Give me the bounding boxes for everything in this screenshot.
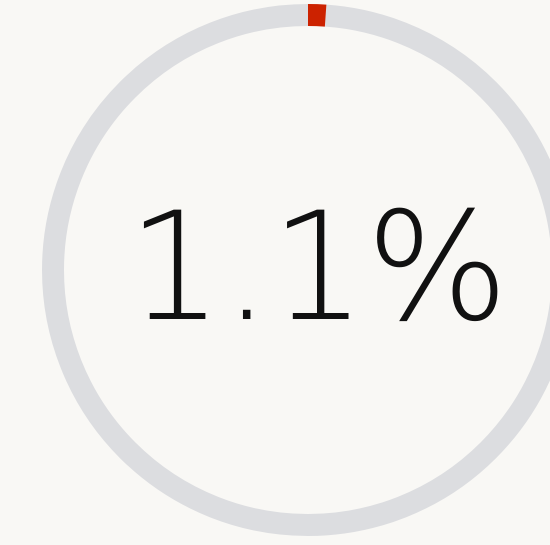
progress-value: 1.1%	[127, 181, 508, 355]
progress-arc	[307, 4, 327, 27]
